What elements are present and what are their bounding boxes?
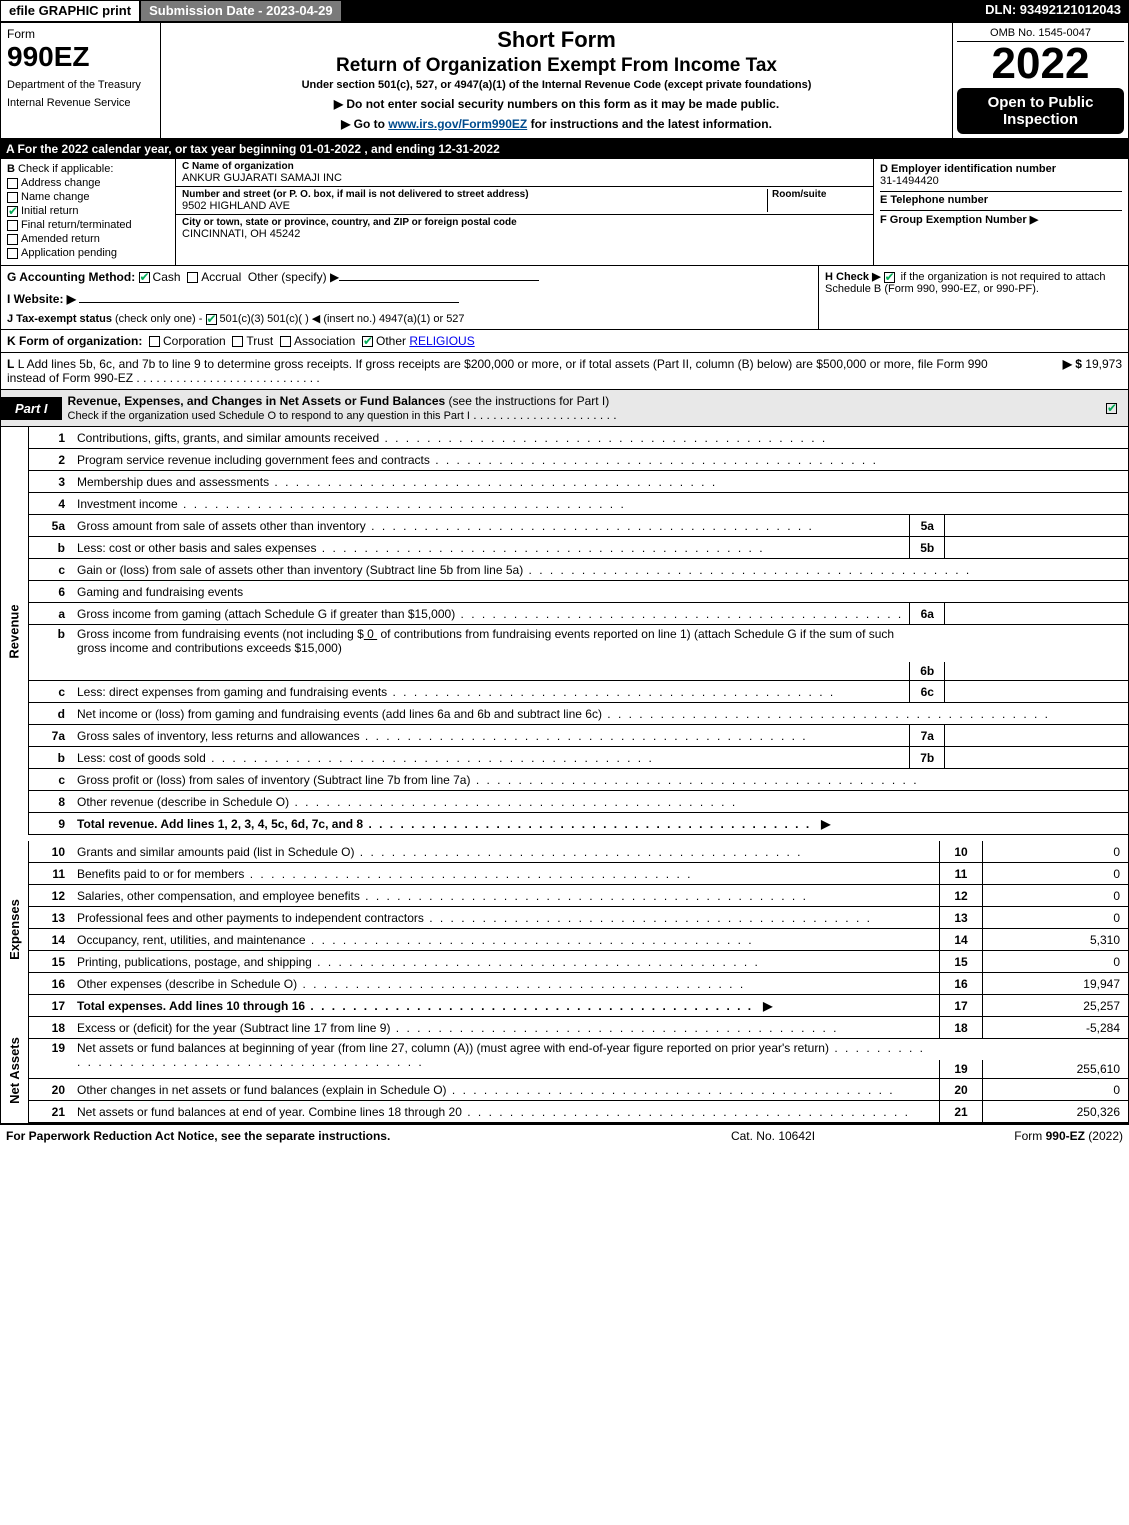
check-trust[interactable]: [232, 336, 243, 347]
section-d-e-f: D Employer identification number31-14944…: [873, 159, 1128, 265]
form-header: Form 990EZ Department of the Treasury In…: [0, 22, 1129, 139]
line-2: 2 Program service revenue including gove…: [29, 449, 1129, 471]
check-amended-return[interactable]: Amended return: [7, 233, 169, 245]
section-c: C Name of organization ANKUR GUJARATI SA…: [176, 159, 873, 265]
line-6b: b Gross income from fundraising events (…: [29, 625, 1129, 681]
org-address: 9502 HIGHLAND AVE: [182, 200, 767, 212]
check-application-pending[interactable]: Application pending: [7, 247, 169, 259]
row-g-h: G Accounting Method: Cash Accrual Other …: [0, 266, 1129, 330]
expenses-section: Expenses 10 Grants and similar amounts p…: [0, 841, 1129, 1017]
line-21: 21 Net assets or fund balances at end of…: [29, 1101, 1128, 1123]
ein: 31-1494420: [880, 175, 939, 187]
line-c: c Gain or (loss) from sale of assets oth…: [29, 559, 1129, 581]
website-input[interactable]: [79, 302, 459, 303]
check-address-change[interactable]: Address change: [7, 177, 169, 189]
title-return: Return of Organization Exempt From Incom…: [169, 55, 944, 77]
line-16: 16 Other expenses (describe in Schedule …: [29, 973, 1128, 995]
dln-label: DLN: 93492121012043: [977, 0, 1129, 22]
check-501c3[interactable]: [206, 314, 217, 325]
line-c: c Less: direct expenses from gaming and …: [29, 681, 1129, 703]
check-other-org[interactable]: [362, 336, 373, 347]
line-a: A For the 2022 calendar year, or tax yea…: [0, 139, 1129, 159]
line-d: d Net income or (loss) from gaming and f…: [29, 703, 1129, 725]
line-1: 1 Contributions, gifts, grants, and simi…: [29, 427, 1129, 449]
line-7a: 7a Gross sales of inventory, less return…: [29, 725, 1129, 747]
row-k: K Form of organization: Corporation Trus…: [0, 330, 1129, 353]
line-5a: 5a Gross amount from sale of assets othe…: [29, 515, 1129, 537]
line-8: 8 Other revenue (describe in Schedule O)…: [29, 791, 1129, 813]
expenses-label: Expenses: [7, 899, 22, 960]
line-6: 6 Gaming and fundraising events: [29, 581, 1129, 603]
net-assets-label: Net Assets: [7, 1037, 22, 1104]
note-link: ▶ Go to www.irs.gov/Form990EZ for instru…: [169, 117, 944, 131]
check-corporation[interactable]: [149, 336, 160, 347]
check-name-change[interactable]: Name change: [7, 191, 169, 203]
line-b: b Less: cost of goods sold 7b 0: [29, 747, 1129, 769]
line-c: c Gross profit or (loss) from sales of i…: [29, 769, 1129, 791]
line-20: 20 Other changes in net assets or fund b…: [29, 1079, 1128, 1101]
line-19: 19 Net assets or fund balances at beginn…: [29, 1039, 1128, 1079]
line-14: 14 Occupancy, rent, utilities, and maint…: [29, 929, 1128, 951]
net-assets-section: Net Assets 18 Excess or (deficit) for th…: [0, 1017, 1129, 1124]
line-b: b Less: cost or other basis and sales ex…: [29, 537, 1129, 559]
line-12: 12 Salaries, other compensation, and emp…: [29, 885, 1128, 907]
line-9: 9 Total revenue. Add lines 1, 2, 3, 4, 5…: [29, 813, 1129, 835]
check-final-return[interactable]: Final return/terminated: [7, 219, 169, 231]
row-l: L L Add lines 5b, 6c, and 7b to line 9 t…: [0, 353, 1129, 390]
submission-date-label: Submission Date - 2023-04-29: [141, 1, 341, 21]
line-3: 3 Membership dues and assessments 3 2,01…: [29, 471, 1129, 493]
check-schedule-b[interactable]: [884, 272, 895, 283]
line-17: 17 Total expenses. Add lines 10 through …: [29, 995, 1128, 1017]
check-association[interactable]: [280, 336, 291, 347]
line-4: 4 Investment income 4 0: [29, 493, 1129, 515]
part-1-header: Part I Revenue, Expenses, and Changes in…: [0, 390, 1129, 427]
revenue-section: Revenue 1 Contributions, gifts, grants, …: [0, 427, 1129, 835]
line-13: 13 Professional fees and other payments …: [29, 907, 1128, 929]
top-bar: efile GRAPHIC print Submission Date - 20…: [0, 0, 1129, 22]
dept-treasury: Department of the Treasury: [7, 79, 154, 91]
check-cash[interactable]: [139, 272, 150, 283]
subtitle: Under section 501(c), 527, or 4947(a)(1)…: [169, 79, 944, 91]
gross-receipts: 19,973: [1085, 357, 1122, 371]
tax-year: 2022: [957, 42, 1124, 86]
title-short-form: Short Form: [169, 27, 944, 53]
check-initial-return[interactable]: Initial return: [7, 205, 169, 217]
info-grid: B Check if applicable: Address change Na…: [0, 159, 1129, 266]
line-11: 11 Benefits paid to or for members 11 0: [29, 863, 1128, 885]
dept-irs: Internal Revenue Service: [7, 97, 154, 109]
line-15: 15 Printing, publications, postage, and …: [29, 951, 1128, 973]
note-ssn: ▶ Do not enter social security numbers o…: [169, 97, 944, 111]
section-b: B Check if applicable: Address change Na…: [1, 159, 176, 265]
org-city: CINCINNATI, OH 45242: [182, 228, 867, 240]
efile-print-button[interactable]: efile GRAPHIC print: [1, 1, 139, 21]
line-18: 18 Excess or (deficit) for the year (Sub…: [29, 1017, 1128, 1039]
org-type-other-link[interactable]: RELIGIOUS: [409, 334, 474, 348]
line-a: a Gross income from gaming (attach Sched…: [29, 603, 1129, 625]
form-word: Form: [7, 27, 154, 41]
open-to-public: Open to Public Inspection: [957, 88, 1124, 134]
revenue-label: Revenue: [7, 604, 22, 658]
line-10: 10 Grants and similar amounts paid (list…: [29, 841, 1128, 863]
irs-link[interactable]: www.irs.gov/Form990EZ: [388, 117, 527, 131]
check-schedule-o[interactable]: [1106, 403, 1117, 414]
page-footer: For Paperwork Reduction Act Notice, see …: [0, 1124, 1129, 1147]
form-number: 990EZ: [7, 41, 154, 73]
org-name: ANKUR GUJARATI SAMAJI INC: [182, 172, 867, 184]
check-accrual[interactable]: [187, 272, 198, 283]
